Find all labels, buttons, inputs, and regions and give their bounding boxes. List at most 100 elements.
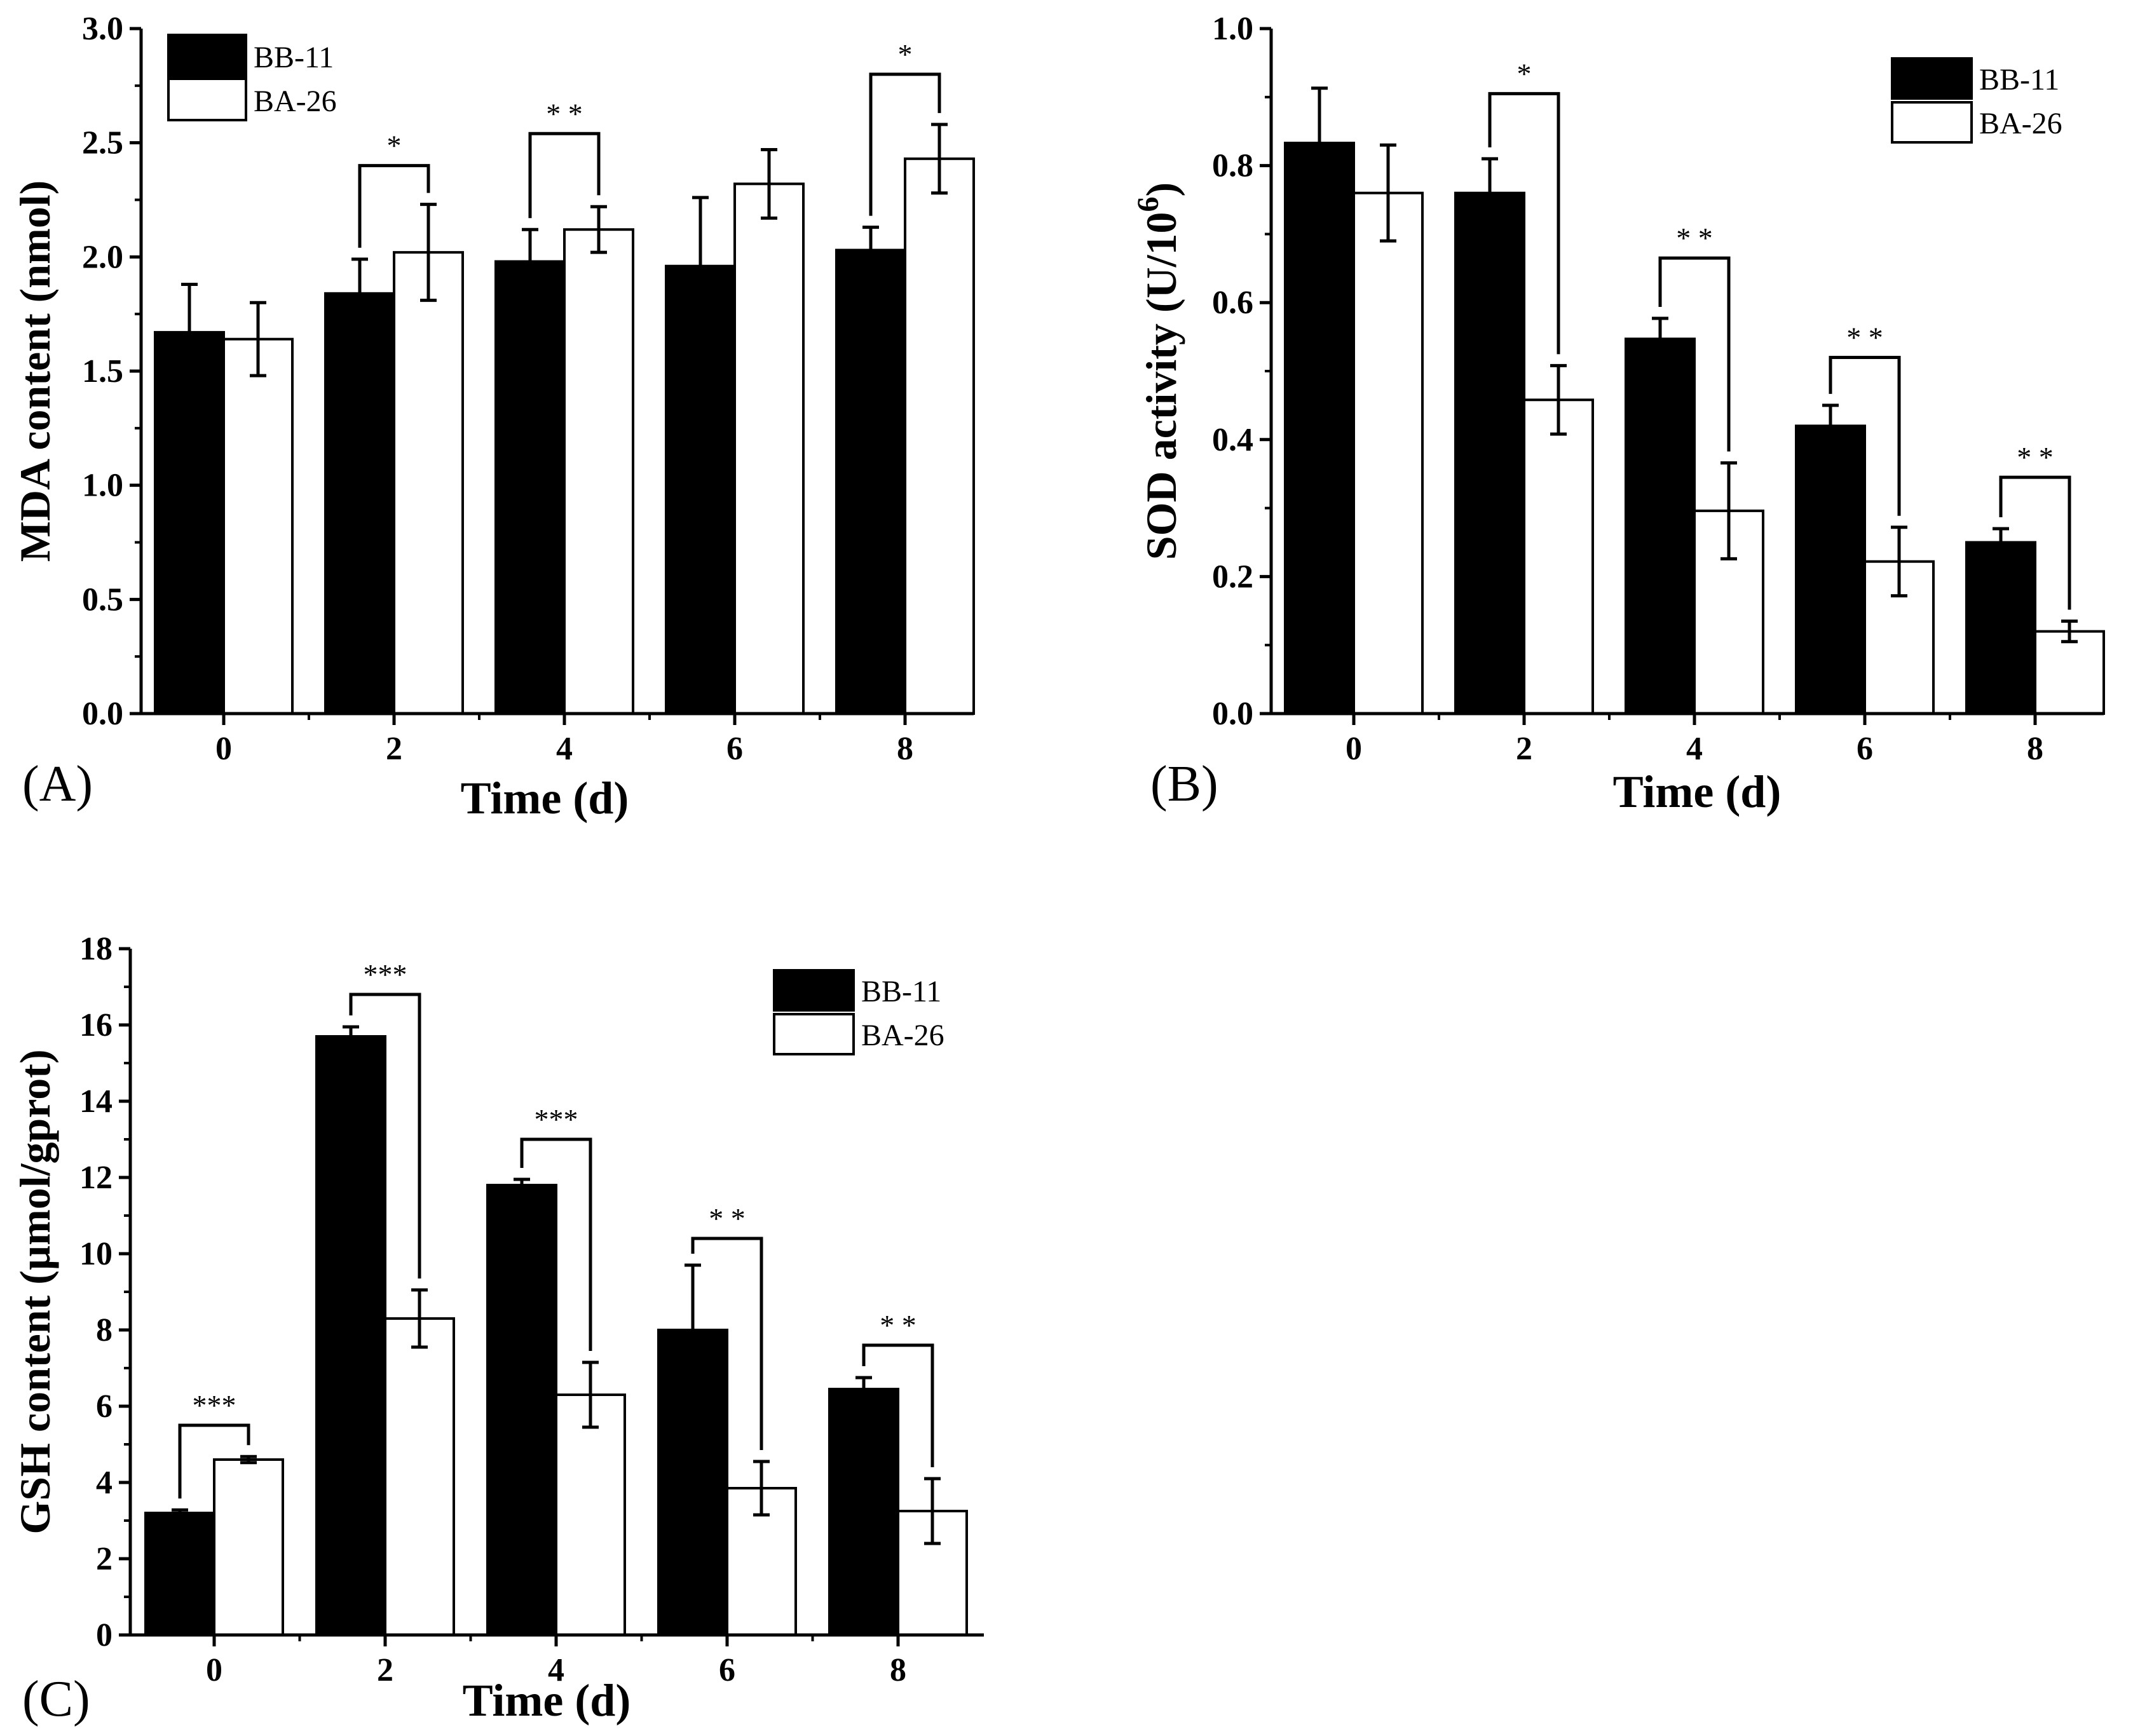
bar-ba-26-day-6 <box>733 182 805 715</box>
significance-bracket-day-6 <box>1829 355 1901 516</box>
significance-label-day-2: * <box>387 130 402 162</box>
bar-ba-26-day-4 <box>555 1394 626 1636</box>
y-tick-label: 1.5 <box>82 353 123 390</box>
y-tick-label: 0.5 <box>82 581 123 618</box>
legend-swatch-ba-26 <box>1891 101 1973 144</box>
y-tick-label: 0.2 <box>1212 559 1253 595</box>
bar-ba-26-day-2 <box>384 1317 455 1636</box>
legend-label-bb-11: BB-11 <box>1979 63 2059 97</box>
x-axis-title: Time (d) <box>1613 766 1782 817</box>
x-tick-label: 2 <box>377 1652 393 1688</box>
bar-ba-26-day-8 <box>2034 630 2105 715</box>
y-tick-label: 4 <box>96 1465 112 1501</box>
significance-label-day-2: * <box>1517 57 1532 90</box>
y-tick-label: 1.0 <box>1212 11 1253 47</box>
x-axis-title: Time (d) <box>461 773 629 824</box>
bar-bb-11-day-0 <box>1284 142 1355 715</box>
x-tick-label: 2 <box>1516 731 1532 767</box>
legend-label-ba-26: BA-26 <box>1979 107 2062 140</box>
bar-ba-26-day-0 <box>222 337 294 715</box>
y-tick-label: 0.0 <box>82 696 123 732</box>
y-axis-title: GSH content (µmol/gprot) <box>11 1049 59 1534</box>
bar-bb-11-day-8 <box>1965 541 2036 715</box>
panel-c: *** *** *** * * * * 0 2 4 6 8 10 12 14 16 18 0 2 4 6 8 Time … <box>11 931 984 1727</box>
y-tick-label: 0.8 <box>1212 148 1253 184</box>
legend-swatch-bb-11 <box>1891 57 1973 100</box>
bar-bb-11-day-2 <box>1454 191 1525 715</box>
x-tick-label: 8 <box>897 731 913 767</box>
x-axis-title: Time (d) <box>463 1675 631 1726</box>
bar-bb-11-day-2 <box>315 1035 386 1636</box>
y-tick-label: 16 <box>79 1007 112 1043</box>
x-tick-label: 8 <box>2027 731 2043 767</box>
bar-bb-11-day-0 <box>154 330 225 715</box>
y-axis-title-suffix: ) <box>1137 182 1185 197</box>
significance-label-day-4: * * <box>1676 222 1713 254</box>
significance-bracket-day-8 <box>862 1343 934 1467</box>
bar-ba-26-day-2 <box>1523 398 1594 715</box>
y-tick-label: 10 <box>79 1236 112 1272</box>
y-tick-label: 6 <box>96 1388 112 1425</box>
bar-ba-26-day-2 <box>393 251 464 715</box>
panel-b: * * * * * * * 0.0 0.2 0.4 0.6 0.8 1.0 0 2 4 6 8 Time (d… <box>1131 11 2105 817</box>
x-tick-label: 0 <box>1346 731 1362 767</box>
x-tick-label: 4 <box>1686 731 1703 767</box>
x-tick-label: 8 <box>890 1652 906 1688</box>
significance-bracket-day-8 <box>869 72 941 216</box>
panel-label: (B) <box>1150 756 1218 812</box>
significance-bracket-day-2 <box>358 164 430 248</box>
significance-label-day-8: * * <box>880 1309 917 1341</box>
y-tick-label: 0.0 <box>1212 696 1253 732</box>
x-tick-label: 6 <box>719 1652 735 1688</box>
y-tick-label: 8 <box>96 1312 112 1348</box>
significance-bracket-day-4 <box>528 132 601 219</box>
y-axis-title: MDA content (nmol) <box>11 180 59 562</box>
bar-bb-11-day-4 <box>1625 337 1696 715</box>
bar-bb-11-day-8 <box>828 1388 899 1636</box>
significance-bracket-day-4 <box>1658 256 1731 452</box>
panel-label: (A) <box>22 756 93 812</box>
y-tick-label: 2.5 <box>82 125 123 161</box>
x-tick-label: 0 <box>206 1652 222 1688</box>
bar-bb-11-day-4 <box>486 1184 557 1636</box>
significance-bracket-day-2 <box>1488 92 1560 355</box>
panel-label: (C) <box>22 1671 90 1727</box>
y-tick-label: 0.6 <box>1212 285 1253 321</box>
significance-bracket-day-8 <box>1999 475 2071 610</box>
legend-swatch-ba-26 <box>167 78 247 121</box>
panel-a: * * * * 0.0 0.5 1.0 1.5 2.0 2.5 3.0 0 2 4 6 8 Time (d) M… <box>11 11 975 824</box>
y-tick-label: 0 <box>96 1617 112 1653</box>
bar-ba-26-day-0 <box>1353 191 1424 715</box>
y-tick-label: 2.0 <box>82 239 123 275</box>
legend-label-ba-26: BA-26 <box>254 85 337 118</box>
significance-label-day-8: * * <box>2017 441 2054 473</box>
legend-swatch-ba-26 <box>773 1013 855 1055</box>
y-tick-label: 2 <box>96 1541 112 1577</box>
x-tick-label: 6 <box>726 731 743 767</box>
y-axis-title-main: SOD activity (U/10 <box>1137 212 1185 560</box>
significance-bracket-day-2 <box>349 993 421 1278</box>
significance-label-day-0: *** <box>193 1389 236 1421</box>
bar-ba-26-day-4 <box>563 228 634 715</box>
x-tick-label: 0 <box>215 731 232 767</box>
x-tick-label: 6 <box>1857 731 1873 767</box>
x-tick-label: 2 <box>386 731 402 767</box>
significance-bracket-day-6 <box>691 1237 763 1450</box>
y-tick-label: 12 <box>79 1160 112 1196</box>
x-tick-label: 4 <box>556 731 573 767</box>
legend-label-ba-26: BA-26 <box>861 1019 944 1052</box>
significance-bracket-day-4 <box>520 1137 592 1351</box>
significance-label-day-4: *** <box>535 1103 578 1136</box>
significance-label-day-4: * * <box>546 97 583 130</box>
x-tick-label: 4 <box>548 1652 564 1688</box>
y-tick-label: 3.0 <box>82 11 123 47</box>
y-tick-label: 18 <box>79 931 112 967</box>
bar-bb-11-day-0 <box>144 1512 215 1636</box>
legend-swatch-bb-11 <box>167 34 247 78</box>
y-tick-label: 1.0 <box>82 468 123 504</box>
bar-bb-11-day-6 <box>1795 424 1866 715</box>
significance-label-day-2: *** <box>364 958 407 991</box>
legend-label-bb-11: BB-11 <box>254 41 334 74</box>
bar-bb-11-day-8 <box>835 248 906 715</box>
